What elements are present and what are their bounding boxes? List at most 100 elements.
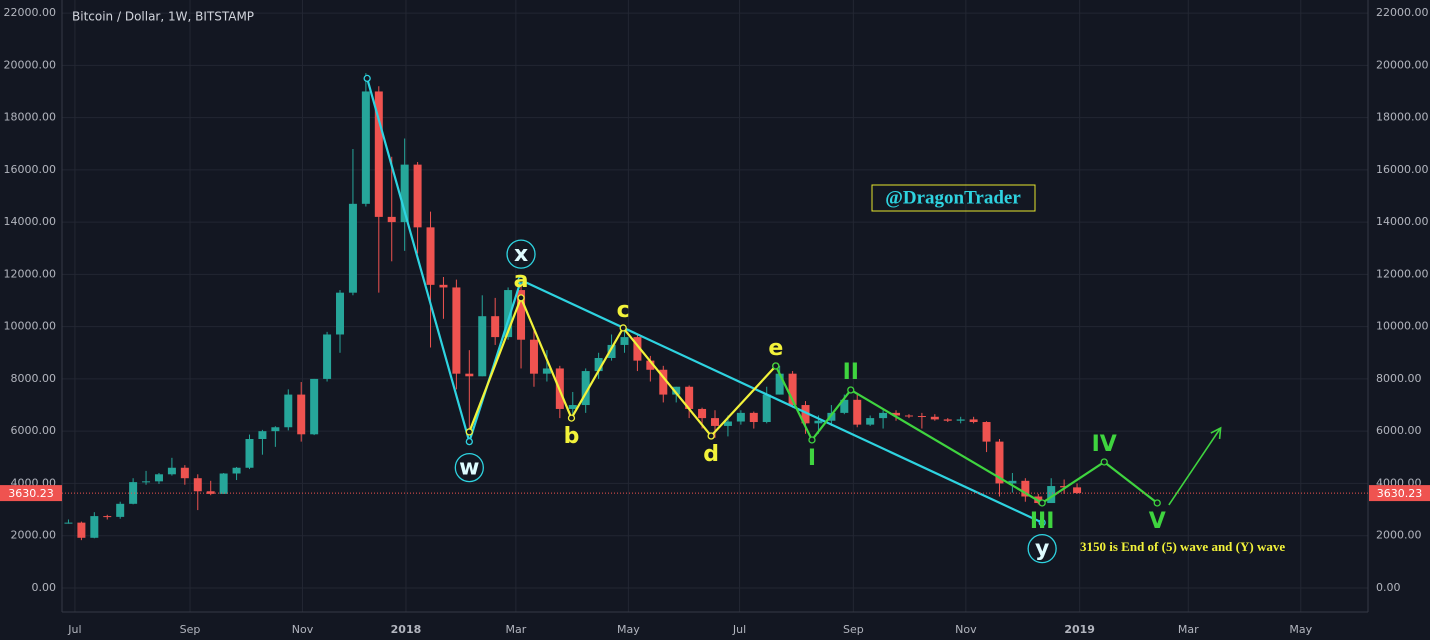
wave-label: w xyxy=(459,456,479,481)
wave-vertex xyxy=(847,386,855,394)
x-tick-label: Nov xyxy=(955,623,977,636)
candle-body xyxy=(1060,486,1069,488)
candle-body xyxy=(698,408,707,419)
annotation: 3150 is End of (5) wave and (Y) wave xyxy=(1080,539,1285,554)
candle-body xyxy=(180,467,189,479)
candle-body xyxy=(982,422,991,442)
candle-body xyxy=(904,415,913,417)
candle-body xyxy=(167,467,176,475)
wave-label-ring xyxy=(454,452,484,483)
candle-body xyxy=(840,399,849,413)
last-price-tag xyxy=(0,485,62,502)
last-price-label: 3630.23 xyxy=(1377,487,1423,500)
candle-body xyxy=(64,522,73,524)
wave-label: V xyxy=(1149,509,1166,534)
wave-vertex xyxy=(1038,499,1046,507)
candle-body xyxy=(827,412,836,421)
candle-body xyxy=(232,467,241,474)
wave-label: I xyxy=(808,446,816,471)
y-tick-label: 8000.00 xyxy=(11,372,57,385)
candle-body xyxy=(801,405,810,424)
wave-vertex xyxy=(465,437,473,446)
wave-vertex xyxy=(619,324,627,332)
candle-body xyxy=(581,371,590,406)
candle-body xyxy=(374,91,383,217)
x-tick-label: Mar xyxy=(505,623,526,636)
y-tick-label: 22000.00 xyxy=(4,6,57,19)
candle-body xyxy=(930,416,939,420)
x-tick-label: Mar xyxy=(1178,623,1199,636)
wave-vertex xyxy=(1100,458,1108,466)
candle-body xyxy=(336,292,345,335)
candle-body xyxy=(723,421,732,426)
wave-label: y xyxy=(1035,537,1049,562)
candle-body xyxy=(866,418,875,425)
candle-body xyxy=(154,474,163,482)
y-tick-label-right: 22000.00 xyxy=(1376,6,1429,19)
y-tick-label-right: 10000.00 xyxy=(1376,320,1429,333)
wave-label-ring xyxy=(506,239,536,269)
candle-body xyxy=(297,394,306,435)
arrow-line xyxy=(1168,427,1222,506)
x-tick-label: Jul xyxy=(732,623,746,636)
wave-label: b xyxy=(564,424,580,449)
y-tick-label: 0.00 xyxy=(32,581,57,594)
candle-body xyxy=(711,418,719,426)
candle-body xyxy=(672,386,681,395)
candle-body xyxy=(892,412,901,416)
candle-body xyxy=(491,316,500,338)
candle-body xyxy=(310,378,319,435)
wave-label: III xyxy=(1030,509,1055,534)
wave-vertex xyxy=(808,436,816,444)
candle-body xyxy=(1008,480,1017,484)
y-tick-label: 2000.00 xyxy=(11,529,57,542)
candle-body xyxy=(116,503,125,517)
candle-body xyxy=(478,316,487,377)
wave-vertex xyxy=(465,428,473,436)
candle-body xyxy=(775,373,784,395)
candle-body xyxy=(568,405,577,409)
x-tick-label: 2019 xyxy=(1064,623,1095,636)
candle-body xyxy=(193,478,202,492)
candle-body xyxy=(452,287,461,374)
candle-body xyxy=(762,394,771,423)
candle-body xyxy=(90,516,99,538)
x-tick-label: May xyxy=(1289,623,1312,636)
chart-title: Bitcoin / Dollar, 1W, BITSTAMP xyxy=(72,10,254,24)
wave-vertex xyxy=(772,362,780,370)
candle-body xyxy=(736,412,745,422)
candle-body xyxy=(659,369,668,395)
candle-body xyxy=(969,419,978,423)
wave-vertex xyxy=(707,432,715,440)
wave-label: a xyxy=(514,268,529,293)
wave-line xyxy=(468,294,777,438)
y-tick-label: 16000.00 xyxy=(4,163,57,176)
last-price-tag xyxy=(1369,485,1430,502)
candle-body xyxy=(77,522,86,538)
last-price-label: 3630.23 xyxy=(8,487,54,500)
candle-body xyxy=(504,290,513,338)
y-tick-label: 6000.00 xyxy=(11,424,57,437)
candle-body xyxy=(271,427,280,432)
candle-body xyxy=(646,360,655,370)
candle-body xyxy=(594,358,603,372)
grid xyxy=(62,0,1368,612)
watermark-box xyxy=(871,184,1036,212)
candle-body xyxy=(788,373,797,406)
wave-label: e xyxy=(768,336,783,361)
wave-vertex xyxy=(517,294,525,302)
watermark: @DragonTrader xyxy=(885,187,1021,208)
wave-vertex xyxy=(363,74,371,83)
candles xyxy=(64,73,1082,541)
candle-body xyxy=(943,419,952,421)
candle-body xyxy=(529,339,538,374)
wave-label: x xyxy=(514,242,528,267)
candle-body xyxy=(917,416,926,418)
candle-body xyxy=(284,394,293,428)
candle-body xyxy=(465,373,474,377)
candle-body xyxy=(633,337,642,361)
wave-label: d xyxy=(703,442,719,467)
candle-body xyxy=(219,473,228,494)
candle-body xyxy=(685,386,694,409)
